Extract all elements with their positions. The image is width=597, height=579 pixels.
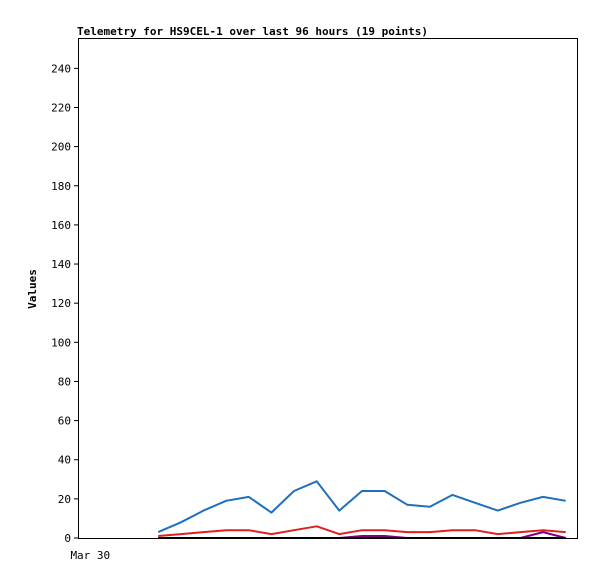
y-tick-label: 200 bbox=[51, 141, 71, 154]
y-tick-label: 60 bbox=[58, 415, 71, 428]
y-tick-label: 180 bbox=[51, 180, 71, 193]
y-tick-label: 100 bbox=[51, 336, 71, 349]
y-tick-label: 160 bbox=[51, 219, 71, 232]
y-tick-label: 240 bbox=[51, 62, 71, 75]
series-line-1 bbox=[157, 480, 566, 534]
series-layer bbox=[157, 480, 566, 539]
y-axis-label: Values bbox=[26, 269, 39, 309]
y-tick-label: 40 bbox=[58, 454, 71, 467]
x-axis-ticks: Mar 30 bbox=[70, 549, 110, 562]
chart-title: Telemetry for HS9CEL-1 over last 96 hour… bbox=[77, 25, 428, 38]
y-tick-label: 80 bbox=[58, 375, 71, 388]
y-tick-label: 120 bbox=[51, 297, 71, 310]
plot-area bbox=[78, 38, 578, 539]
y-tick-label: 20 bbox=[58, 493, 71, 506]
y-tick-label: 220 bbox=[51, 101, 71, 114]
y-tick-label: 0 bbox=[64, 532, 71, 545]
series-line-2 bbox=[158, 525, 566, 537]
y-tick-label: 140 bbox=[51, 258, 71, 271]
x-tick-label: Mar 30 bbox=[70, 549, 110, 562]
y-axis-ticks: 0 20 40 60 80 100 120 140 160 180 200 220 240 bbox=[51, 62, 79, 545]
